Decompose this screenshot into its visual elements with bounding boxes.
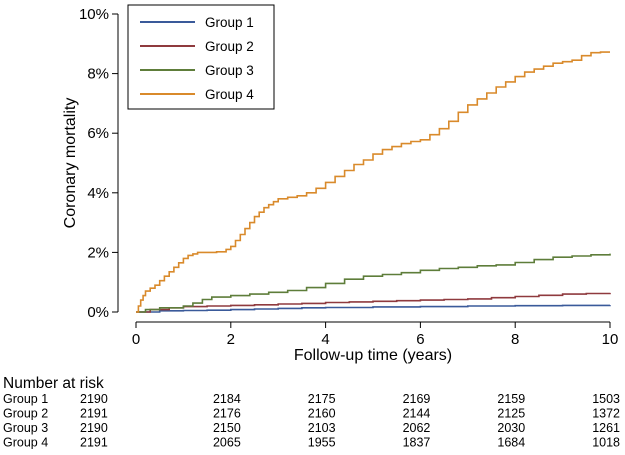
x-tick-label: 6	[416, 331, 424, 348]
risk-value: 2184	[213, 392, 241, 406]
series-line-group-2	[136, 292, 611, 313]
risk-value: 2065	[213, 436, 241, 450]
y-tick-label: 10%	[79, 6, 109, 23]
risk-value: 2175	[308, 392, 336, 406]
x-tick-label: 10	[602, 331, 619, 348]
legend-label-group-3: Group 3	[205, 63, 254, 78]
series-line-group-4	[136, 51, 610, 313]
risk-value: 1018	[592, 436, 620, 450]
risk-row-label: Group 1	[3, 392, 48, 406]
x-axis-title: Follow-up time (years)	[294, 347, 452, 364]
y-tick-label: 8%	[87, 66, 109, 83]
risk-value: 2125	[497, 407, 525, 421]
risk-value: 2144	[403, 407, 431, 421]
series-line-group-1	[136, 304, 611, 313]
series-line-group-3	[136, 253, 611, 313]
legend-label-group-4: Group 4	[205, 87, 254, 102]
risk-value: 2160	[308, 407, 336, 421]
risk-value: 2191	[80, 436, 108, 450]
y-tick-label: 0%	[87, 304, 109, 321]
x-tick-label: 8	[511, 331, 519, 348]
risk-value: 1503	[592, 392, 620, 406]
x-tick-label: 4	[321, 331, 329, 348]
risk-value: 1684	[497, 436, 525, 450]
risk-value: 2176	[213, 407, 241, 421]
risk-value: 2191	[80, 407, 108, 421]
legend-label-group-1: Group 1	[205, 15, 254, 30]
y-tick-label: 6%	[87, 125, 109, 142]
risk-row-label: Group 3	[3, 421, 48, 435]
y-axis-title: Coronary mortality	[62, 98, 79, 229]
risk-value: 1261	[592, 421, 620, 435]
y-tick-label: 4%	[87, 185, 109, 202]
risk-value: 2062	[403, 421, 431, 435]
plot-area	[136, 51, 611, 313]
risk-value: 2190	[80, 421, 108, 435]
risk-value: 2103	[308, 421, 336, 435]
risk-value: 1837	[403, 436, 431, 450]
risk-value: 1955	[308, 436, 336, 450]
x-tick-label: 2	[227, 331, 235, 348]
risk-value: 2159	[497, 392, 525, 406]
legend: Group 1 Group 2 Group 3 Group 4	[127, 4, 275, 110]
risk-value: 1372	[592, 407, 620, 421]
y-tick-label: 2%	[87, 244, 109, 261]
risk-table-title: Number at risk	[3, 375, 104, 392]
risk-value: 2169	[403, 392, 431, 406]
axes: 0% 2% 4% 6% 8% 10% 0 2 4 6 8 10 Follow-up time (year…	[62, 6, 618, 364]
legend-label-group-2: Group 2	[205, 39, 254, 54]
risk-value: 2190	[80, 392, 108, 406]
risk-row-label: Group 2	[3, 407, 48, 421]
risk-value: 2150	[213, 421, 241, 435]
risk-row-label: Group 4	[3, 436, 48, 450]
x-tick-label: 0	[132, 331, 140, 348]
risk-value: 2030	[497, 421, 525, 435]
